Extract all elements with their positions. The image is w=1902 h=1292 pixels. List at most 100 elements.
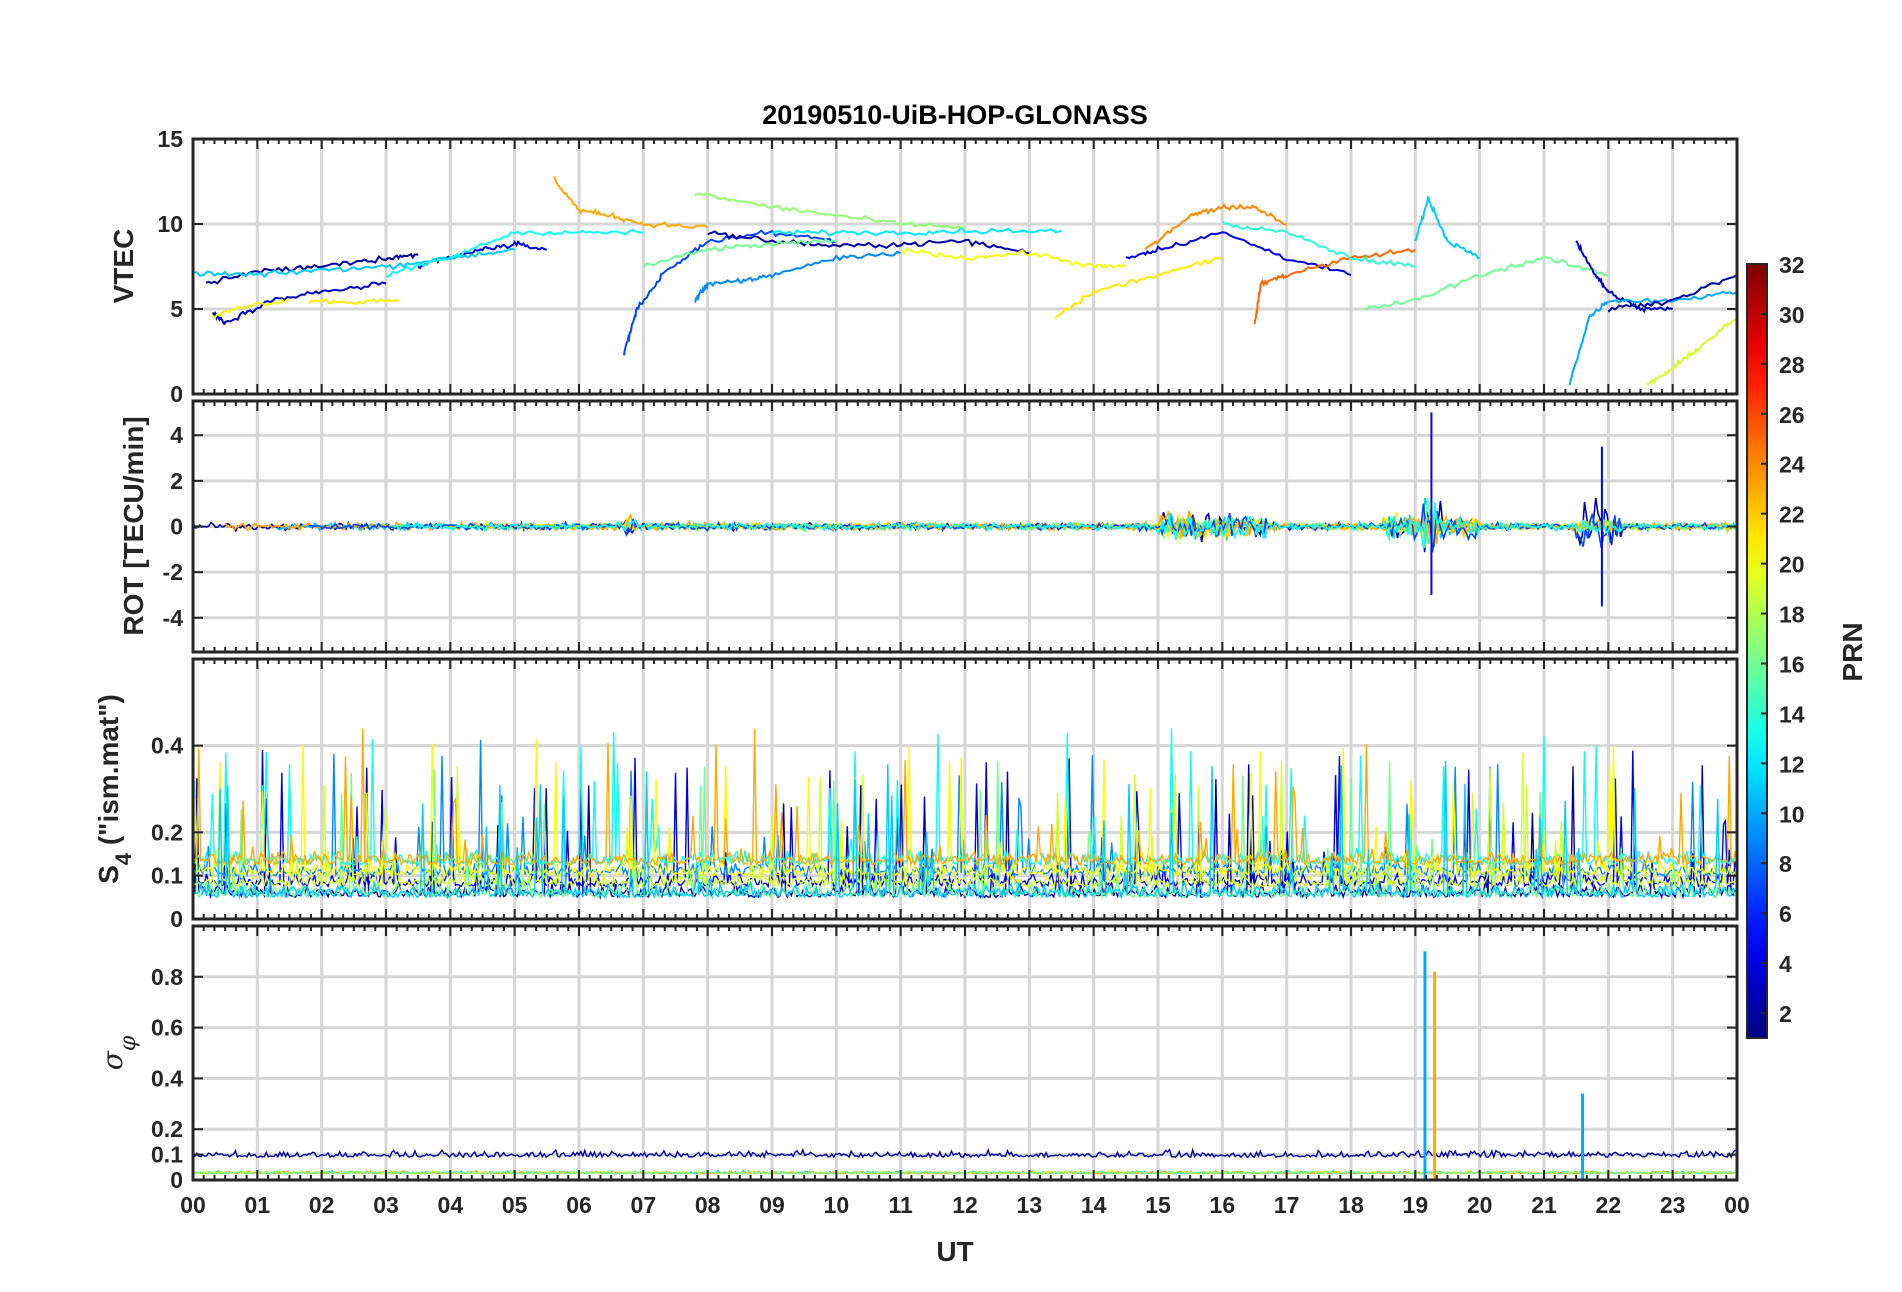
x-tick-label: 00 (180, 1192, 206, 1218)
x-tick-label: 11 (889, 1192, 914, 1218)
x-tick-label: 14 (1081, 1192, 1107, 1218)
rot-ticks: -4 -2 0 2 4 (163, 401, 1738, 652)
x-tick-labels: 00 01 02 03 04 05 06 07 08 09 10 11 12 13 14 15 16 17 18 19… (180, 1192, 1750, 1218)
colorbar-tick-label: 18 (1779, 602, 1805, 628)
y-tick-label: 0.4 (151, 1065, 183, 1091)
y-tick-label: 0 (170, 1167, 183, 1193)
y-tick-label: 0.6 (151, 1015, 183, 1041)
vtec-series-line (212, 281, 387, 325)
x-tick-label: 21 (1531, 1192, 1557, 1218)
vtec-series-line (694, 192, 966, 230)
y-tick-label: 4 (170, 422, 183, 448)
y-tick-label: 0 (170, 906, 183, 932)
vtec-series-line (1414, 196, 1480, 260)
vtec-series-line (707, 230, 1030, 255)
rot-ylabel: ROT [TECU/min] (118, 416, 149, 635)
x-tick-label: 05 (502, 1192, 528, 1218)
colorbar-gradient (1746, 263, 1768, 1039)
y-tick-label: 0.2 (151, 819, 183, 845)
colorbar-tick-label: 20 (1779, 552, 1805, 578)
x-tick-label: 10 (824, 1192, 850, 1218)
vtec-series-line (1568, 290, 1738, 386)
y-tick-label: 2 (170, 468, 183, 494)
x-tick-label: 09 (759, 1192, 785, 1218)
vtec-ylabel: VTEC (108, 229, 139, 304)
x-tick-label: 00 (1724, 1192, 1750, 1218)
sigma-phi-ylabel: σφ (96, 1035, 141, 1070)
y-tick-label: 5 (170, 296, 183, 322)
vtec-series-line (1253, 248, 1416, 325)
vtec-series-line (1144, 202, 1287, 251)
sigma-phi-panel: 00.10.2 0.4 0.6 0.8 σφ (96, 924, 1739, 1193)
colorbar-tick-label: 8 (1779, 851, 1792, 877)
s4-series-line (192, 760, 1736, 900)
vtec-series-line (1125, 231, 1352, 276)
colorbar-tick-label: 26 (1779, 402, 1805, 428)
colorbar-tick-label: 32 (1779, 252, 1805, 278)
y-tick-label: 15 (157, 126, 183, 152)
x-tick-label: 13 (1017, 1192, 1043, 1218)
s4-ylabel: S4 ("ism.mat") (93, 694, 136, 884)
vtec-series-line (553, 176, 709, 229)
vtec-series-line (900, 247, 1127, 270)
x-tick-label: 20 (1467, 1192, 1493, 1218)
s4-panel: 0 0.1 0.2 0.4 S4 ("ism.mat") (93, 657, 1739, 932)
x-tick-label: 15 (1145, 1192, 1171, 1218)
colorbar-tick-label: 6 (1779, 901, 1792, 927)
vtec-series-line (205, 252, 419, 285)
y-tick-label: 0 (170, 514, 183, 540)
vtec-series-line (1221, 220, 1416, 268)
y-tick-label: 0.1 (151, 1142, 183, 1168)
figure-title: 20190510-UiB-HOP-GLONASS (762, 100, 1148, 130)
sigma-phi-ticks: 00.10.2 0.4 0.6 0.8 (151, 926, 1738, 1193)
y-tick-label: -4 (163, 605, 184, 631)
vtec-series-line (385, 228, 644, 278)
s4-series-group (192, 728, 1736, 900)
s4-ticks: 0 0.1 0.2 0.4 (151, 659, 1738, 932)
x-axis-label: UT (936, 1236, 973, 1267)
sigma-phi-series-line (192, 1147, 1736, 1160)
vtec-series-line (308, 297, 399, 305)
y-tick-label: 0.8 (151, 964, 183, 990)
vtec-series-line (1646, 316, 1738, 386)
vtec-panel: 0 5 10 15 VTEC (108, 126, 1739, 407)
colorbar-tick-label: 12 (1779, 751, 1805, 777)
vtec-series-line (1054, 256, 1223, 319)
vtec-series-line (771, 226, 1062, 237)
y-tick-label: 0 (170, 381, 183, 407)
s4-series-line (192, 728, 1736, 868)
colorbar-tick-label: 28 (1779, 352, 1805, 378)
colorbar-tick-label: 10 (1779, 801, 1805, 827)
x-tick-label: 04 (438, 1192, 464, 1218)
x-tick-label: 07 (631, 1192, 657, 1218)
y-tick-label: 0.4 (151, 733, 183, 759)
colorbar-tick-label: 24 (1779, 452, 1805, 478)
colorbar-tick-label: 4 (1779, 951, 1792, 977)
x-tick-label: 03 (373, 1192, 399, 1218)
x-tick-label: 18 (1338, 1192, 1364, 1218)
rot-series-line (391, 502, 1737, 549)
colorbar-tick-label: 16 (1779, 651, 1805, 677)
colorbar-tick-label: 22 (1779, 502, 1805, 528)
vtec-series-line (693, 250, 901, 304)
x-tick-label: 23 (1660, 1192, 1686, 1218)
vtec-series-line (211, 298, 290, 319)
x-tick-label: 17 (1274, 1192, 1300, 1218)
y-tick-label: -2 (163, 559, 183, 585)
y-tick-label: 0.2 (151, 1116, 183, 1142)
vtec-series-line (1607, 274, 1738, 313)
x-tick-label: 02 (309, 1192, 335, 1218)
s4-series-line (192, 739, 1736, 878)
vtec-series-line (642, 238, 837, 268)
vtec-series-line (623, 229, 837, 356)
rot-series-line (224, 510, 1737, 548)
vtec-series-group (192, 176, 1738, 386)
colorbar-label: PRN (1837, 622, 1868, 681)
x-tick-label: 16 (1210, 1192, 1236, 1218)
x-tick-label: 22 (1596, 1192, 1622, 1218)
colorbar-tick-label: 2 (1779, 1001, 1792, 1027)
y-tick-label: 0.1 (151, 863, 183, 889)
